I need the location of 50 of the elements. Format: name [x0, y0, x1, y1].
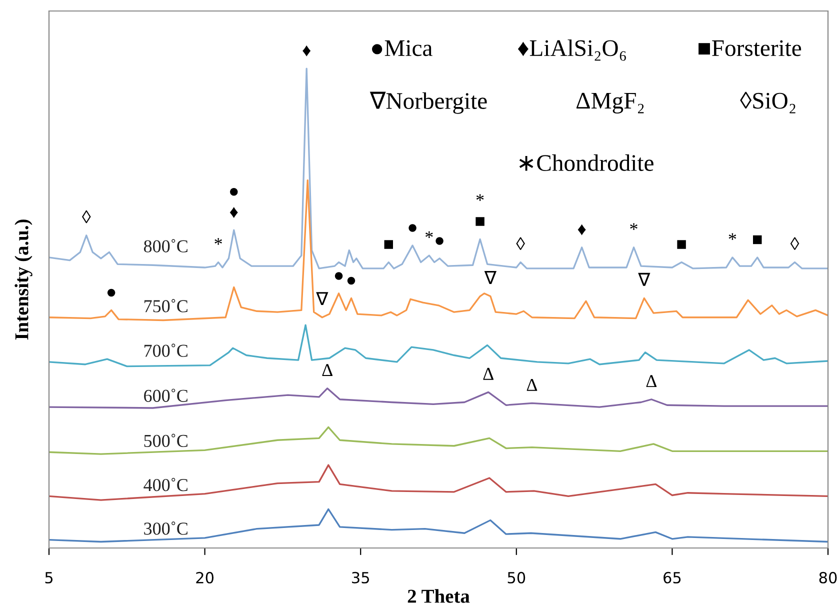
annotation: ● — [347, 276, 356, 285]
x-tick-label: 80 — [819, 572, 837, 584]
series-label: 500˚C — [144, 434, 188, 448]
annotation: ◊ — [82, 210, 91, 224]
x-tick-label: 35 — [352, 572, 369, 584]
annotation: * — [426, 231, 433, 238]
annotation: ♦ — [578, 224, 586, 236]
annotation: ◊ — [790, 237, 800, 250]
x-tick-label: 50 — [508, 572, 526, 584]
text: ♦LiAlSi₂O₆ — [518, 39, 626, 61]
annotation: ● — [230, 188, 238, 196]
annotation: ∇ — [484, 270, 497, 284]
series-label: 400˚C — [144, 478, 188, 492]
annotation: Δ — [483, 368, 494, 380]
annotation: ◊SiO₂ — [740, 92, 796, 114]
annotation: ∇ — [638, 272, 650, 286]
annotation: ΔMgF₂ — [576, 92, 644, 114]
annotation: ■ — [476, 217, 484, 226]
annotation: ∗Chondrodite — [519, 154, 654, 172]
annotation: ● — [436, 237, 444, 245]
annotation: * — [728, 233, 736, 240]
annotation: * — [214, 238, 222, 245]
annotation: ♦ — [302, 45, 311, 56]
annotation: ■ — [384, 240, 394, 249]
series-label: 750˚C — [144, 299, 188, 312]
annotation: ♦ — [230, 207, 238, 218]
series-label: 800˚C — [144, 239, 188, 252]
x-axis-title: 2 Theta — [408, 589, 470, 603]
annotation: ● — [107, 288, 116, 297]
annotation: ∇ — [316, 292, 328, 306]
x-tick-label: 5 — [45, 572, 53, 584]
annotation: * — [630, 223, 638, 230]
annotation: Δ — [322, 364, 332, 376]
annotation: ◊ — [516, 237, 525, 250]
x-tick-label: 65 — [664, 572, 681, 584]
text: ●Mica — [372, 40, 432, 56]
annotation: Δ — [526, 378, 538, 391]
text: ■Forsterite — [698, 40, 802, 56]
series-label: 700˚C — [144, 344, 188, 357]
annotation: * — [476, 194, 484, 201]
annotation: ● — [334, 272, 343, 280]
annotation: ∇Norbergite — [370, 92, 487, 114]
annotation: ■ — [677, 240, 686, 249]
annotation: ■ — [753, 235, 762, 244]
annotation: Δ — [646, 375, 657, 388]
series-label: 600˚C — [144, 388, 188, 402]
annotation: ● — [408, 224, 416, 232]
series-label: 300˚C — [144, 522, 188, 535]
y-axis-title: Intensity (a.u.) — [14, 220, 32, 340]
x-tick-label: 20 — [196, 572, 214, 584]
